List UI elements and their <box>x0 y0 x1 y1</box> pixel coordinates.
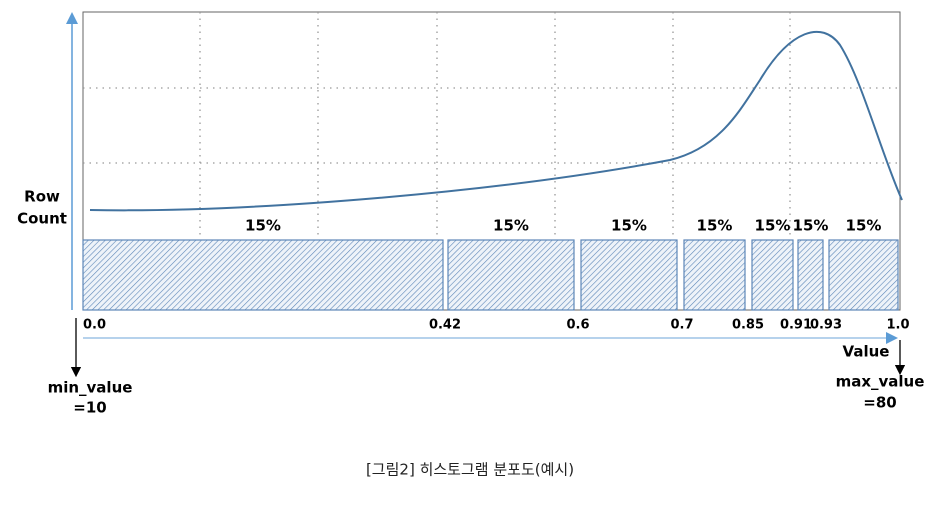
bucket-label: 15% <box>245 217 281 235</box>
tick-label: 0.85 <box>732 318 764 333</box>
bucket <box>82 239 444 311</box>
bucket-label: 15% <box>755 217 791 235</box>
min-label: =10 <box>73 399 106 417</box>
tick-label: 0.42 <box>429 318 461 333</box>
bucket <box>447 239 575 311</box>
x-axis-label: Value <box>843 343 890 361</box>
bucket-label: 15% <box>611 217 647 235</box>
bucket-label: 15% <box>793 217 829 235</box>
bucket <box>828 239 899 311</box>
tick-label: 0.7 <box>670 318 693 333</box>
max-label: =80 <box>863 394 896 412</box>
caption: [그림2] 히스토그램 분포도(예시) <box>366 461 574 479</box>
bucket <box>797 239 824 311</box>
tick-label: 0.93 <box>810 318 842 333</box>
tick-label: 0.6 <box>566 318 589 333</box>
bucket-label: 15% <box>846 217 882 235</box>
distribution-curve <box>89 30 903 212</box>
bucket <box>751 239 794 311</box>
bucket <box>580 239 678 311</box>
max-label: max_value <box>836 373 925 391</box>
bucket-label: 15% <box>493 217 529 235</box>
y-axis-label: Row <box>24 188 60 206</box>
tick-label: 0.0 <box>83 318 106 333</box>
tick-label: 0.91 <box>780 318 812 333</box>
y-axis-label: Count <box>17 210 67 228</box>
bucket <box>683 239 746 311</box>
min-label: min_value <box>48 379 133 397</box>
tick-label: 1.0 <box>886 318 909 333</box>
bucket-label: 15% <box>697 217 733 235</box>
